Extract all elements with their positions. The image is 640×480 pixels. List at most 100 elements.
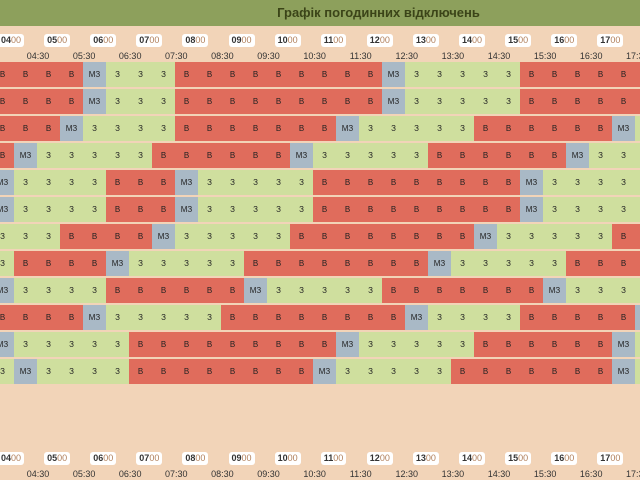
schedule-cell: В	[336, 305, 359, 330]
schedule-cell: В	[14, 251, 37, 276]
schedule-cell: З	[106, 305, 129, 330]
schedule-cell: В	[382, 251, 405, 276]
schedule-cell: В	[336, 251, 359, 276]
schedule-cell: З	[0, 359, 14, 384]
schedule-cell: В	[198, 359, 221, 384]
schedule-cell: З	[313, 278, 336, 303]
schedule-cell: МЗ	[83, 62, 106, 87]
schedule-cell: З	[451, 332, 474, 357]
schedule-cell: В	[635, 62, 640, 87]
schedule-cell: В	[566, 251, 589, 276]
schedule-cell: В	[428, 197, 451, 222]
schedule-cell: З	[106, 116, 129, 141]
half-hour-label-bottom: 14:30	[487, 469, 511, 479]
schedule-cell: З	[60, 170, 83, 195]
schedule-cell: В	[60, 62, 83, 87]
schedule-cell: З	[359, 359, 382, 384]
schedule-cell: В	[244, 89, 267, 114]
half-hour-label-bottom: 04:30	[26, 469, 50, 479]
schedule-cell: В	[129, 170, 152, 195]
schedule-cell: В	[0, 89, 14, 114]
schedule-cell: З	[106, 62, 129, 87]
schedule-cell: В	[336, 224, 359, 249]
schedule-cell: З	[336, 359, 359, 384]
half-hour-label-bottom: 06:30	[118, 469, 142, 479]
schedule-cell: В	[589, 359, 612, 384]
time-header-top: 0400 0500 0600 0700 0800 0900 1000 1100 1200 1300…	[0, 26, 640, 62]
schedule-cell: В	[267, 116, 290, 141]
schedule-cell: МЗ	[0, 332, 14, 357]
schedule-cell: З	[566, 197, 589, 222]
half-hour-label-bottom: 07:30	[165, 469, 188, 479]
schedule-cell: В	[14, 116, 37, 141]
schedule-cell: В	[612, 62, 635, 87]
schedule-cell: В	[566, 332, 589, 357]
schedule-cell: МЗ	[313, 359, 336, 384]
schedule-cell: З	[520, 224, 543, 249]
schedule-cell: З	[612, 197, 635, 222]
schedule-cell: З	[635, 170, 640, 195]
schedule-cell: МЗ	[566, 143, 589, 168]
schedule-cell: В	[152, 170, 175, 195]
schedule-cell: В	[37, 116, 60, 141]
schedule-cell: В	[14, 62, 37, 87]
schedule-cell: З	[543, 251, 566, 276]
half-hour-label-top: 14:30	[487, 51, 511, 61]
schedule-cell: В	[267, 332, 290, 357]
schedule-cell: В	[451, 170, 474, 195]
schedule-cell: В	[267, 305, 290, 330]
schedule-cell: З	[635, 359, 640, 384]
half-hour-label-top: 10:30	[303, 51, 326, 61]
schedule-cell: З	[129, 116, 152, 141]
schedule-cell: В	[0, 143, 14, 168]
schedule-cell: МЗ	[336, 116, 359, 141]
schedule-cell: В	[451, 224, 474, 249]
schedule-cell: В	[0, 116, 14, 141]
schedule-cell: В	[14, 305, 37, 330]
schedule-cell: З	[152, 89, 175, 114]
schedule-cell: В	[244, 116, 267, 141]
schedule-cell: З	[83, 197, 106, 222]
schedule-cell: З	[451, 89, 474, 114]
schedule-cell: В	[221, 89, 244, 114]
schedule-cell: З	[106, 359, 129, 384]
schedule-cell: З	[635, 197, 640, 222]
schedule-cell: В	[221, 143, 244, 168]
schedule-cell: З	[14, 224, 37, 249]
half-hour-label-bottom: 05:30	[72, 469, 96, 479]
schedule-cell: МЗ	[635, 305, 640, 330]
schedule-cell: З	[405, 332, 428, 357]
schedule-cell: З	[290, 170, 313, 195]
schedule-cell: З	[405, 359, 428, 384]
schedule-cell: В	[14, 89, 37, 114]
schedule-cell: В	[0, 305, 14, 330]
schedule-cell: В	[313, 89, 336, 114]
schedule-cell: З	[474, 89, 497, 114]
half-hour-label-bottom: 10:30	[303, 469, 326, 479]
schedule-cell: В	[198, 278, 221, 303]
schedule-cell: В	[428, 224, 451, 249]
schedule-cell: В	[428, 170, 451, 195]
schedule-cell: В	[543, 62, 566, 87]
schedule-cell: В	[0, 62, 14, 87]
half-hour-label-top: 04:30	[26, 51, 50, 61]
schedule-cell: В	[129, 197, 152, 222]
schedule-cell: В	[359, 62, 382, 87]
half-hour-label-bottom: 11:30	[349, 469, 372, 479]
schedule-cell: В	[566, 89, 589, 114]
schedule-cell: В	[520, 62, 543, 87]
schedule-cell: З	[267, 197, 290, 222]
schedule-cell: З	[60, 197, 83, 222]
schedule-cell: В	[244, 332, 267, 357]
schedule-cell: МЗ	[520, 197, 543, 222]
schedule-cell: В	[175, 143, 198, 168]
schedule-cell: З	[0, 251, 14, 276]
half-hour-label-bottom: 08:30	[211, 469, 234, 479]
schedule-cell: МЗ	[106, 251, 129, 276]
schedule-cell: З	[37, 332, 60, 357]
schedule-cell: В	[382, 305, 405, 330]
schedule-cell: В	[221, 305, 244, 330]
time-header-bottom: 0400 0500 0600 0700 0800 0900 1000 1100 1200 1300…	[0, 444, 640, 480]
schedule-cell: В	[543, 89, 566, 114]
schedule-cell: МЗ	[382, 89, 405, 114]
